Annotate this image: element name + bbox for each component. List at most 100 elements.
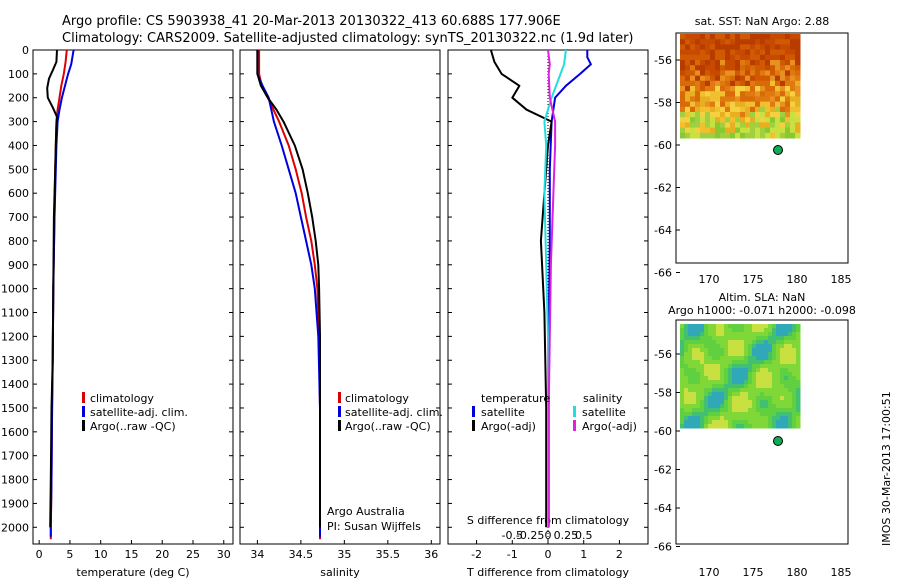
sst-cell [730, 39, 736, 45]
sla-cell [796, 352, 801, 357]
sst-cell [700, 54, 706, 61]
sla-cell [748, 340, 753, 345]
sst-cell [785, 106, 791, 113]
sst-cell [695, 122, 701, 129]
sst-cell [735, 112, 741, 118]
sst-cell [725, 132, 731, 139]
sla-cell [740, 388, 745, 393]
legend-argo-label: Argo(..raw -QC) [90, 420, 176, 433]
sla-cell [700, 364, 705, 369]
sla-cell [708, 396, 713, 401]
sla-cell [712, 324, 717, 329]
sst-cell [795, 112, 801, 118]
sla-cell [744, 384, 749, 389]
sla-cell [732, 380, 737, 385]
depth-tick-label: 1900 [1, 497, 29, 510]
sla-cell [764, 356, 769, 361]
sla-cell [764, 392, 769, 397]
sla-cell [780, 388, 785, 393]
sst-cell [785, 117, 791, 123]
sst-cell [750, 65, 756, 71]
sla-cell [716, 388, 721, 393]
sst-cell [685, 44, 691, 51]
sla-cell [752, 344, 757, 349]
sla-cell [712, 348, 717, 353]
depth-tick-label: 1800 [1, 474, 29, 487]
sla-cell [712, 388, 717, 393]
sla-cell [780, 416, 785, 421]
sla-cell [756, 400, 761, 405]
sla-cell [792, 412, 797, 417]
sla-cell [772, 332, 777, 337]
sla-cell [756, 368, 761, 373]
sst-cell [730, 86, 736, 92]
sla-cell [692, 336, 697, 341]
sst-cell [795, 106, 801, 113]
sla-cell [704, 348, 709, 353]
sla-cell [680, 368, 685, 373]
sst-cell [740, 60, 746, 66]
sst-cell [710, 49, 716, 56]
sla-cell [748, 408, 753, 413]
sla-cell [792, 416, 797, 421]
sla-cell [768, 392, 773, 397]
sst-cell [700, 44, 706, 51]
sla-cell [700, 352, 705, 357]
sla-cell [700, 360, 705, 365]
sla-cell [788, 372, 793, 377]
sla-cell [784, 384, 789, 389]
imos-timestamp: IMOS 30-Mar-2013 17:00:51 [880, 391, 893, 546]
legend-salinity-title: salinity [583, 392, 623, 405]
sst-cell [755, 96, 761, 103]
map-y-tick-label: -58 [654, 97, 672, 110]
salinity-panel-frame [239, 49, 441, 545]
legend-climatology-swatch [82, 392, 85, 403]
sst-cell [715, 80, 721, 87]
legend-temperature-title: temperature [481, 392, 550, 405]
sla-cell [772, 344, 777, 349]
map-x-tick-label: 185 [831, 273, 852, 286]
sla-cell [796, 360, 801, 365]
sla-cell [688, 400, 693, 405]
depth-tick-label: 900 [8, 259, 29, 272]
sst-cell [740, 39, 746, 45]
sla-cell [784, 392, 789, 397]
sst-cell [785, 127, 791, 134]
sla-cell [728, 396, 733, 401]
sla-cell [684, 372, 689, 377]
sla-cell [796, 356, 801, 361]
sla-cell [784, 408, 789, 413]
sst-cell [695, 96, 701, 103]
sst-cell [740, 49, 746, 56]
sst-cell [745, 65, 751, 71]
sla-cell [748, 396, 753, 401]
sst-cell [745, 132, 751, 139]
sst-cell [720, 65, 726, 71]
sst-cell [780, 49, 786, 56]
sla-cell [716, 376, 721, 381]
sla-cell [784, 376, 789, 381]
sla-cell [720, 376, 725, 381]
sst-cell [740, 54, 746, 61]
map-y-tick-label: -60 [654, 139, 672, 152]
sla-cell [740, 416, 745, 421]
sst-cell [690, 106, 696, 113]
sst-cell [750, 54, 756, 61]
sst-cell [775, 65, 781, 71]
sla-cell [772, 388, 777, 393]
sla-cell [688, 392, 693, 397]
sst-cell [690, 34, 696, 40]
sla-heatmap [680, 324, 801, 429]
sst-cell [690, 60, 696, 66]
sst-cell [745, 70, 751, 77]
sst-cell [785, 132, 791, 139]
sla-cell [680, 412, 685, 417]
sla-cell [788, 424, 793, 429]
sla-cell [780, 344, 785, 349]
sla-cell [764, 344, 769, 349]
sla-cell [776, 392, 781, 397]
sst-cell [715, 86, 721, 92]
sst-cell [700, 65, 706, 71]
sla-cell [704, 364, 709, 369]
sla-cell [720, 416, 725, 421]
